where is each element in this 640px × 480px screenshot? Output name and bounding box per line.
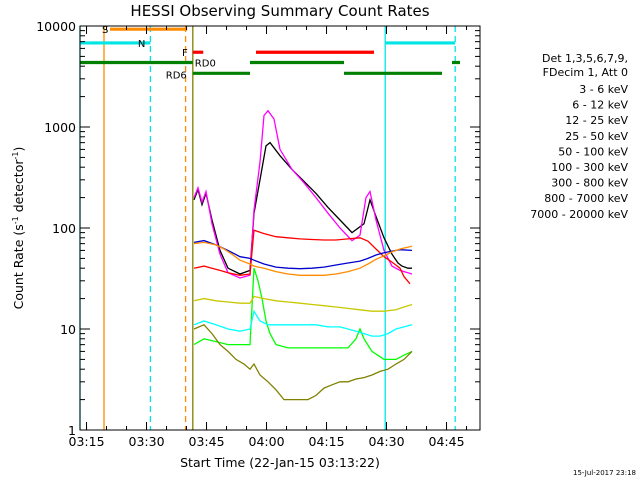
x-tick-label-04-30: 04:30 <box>369 434 405 449</box>
y-axis: 1 10 100 1000 10000 <box>36 19 480 438</box>
legend-entry-12-25-kev: 12 - 25 keV <box>565 114 628 127</box>
series-line-6-12-kev <box>193 109 413 279</box>
legend-entry-7000-20000-kev: 7000 - 20000 keV <box>530 208 628 221</box>
status-label-rd6: RD6 <box>166 70 187 81</box>
x-tick-label-03-30: 03:30 <box>129 434 165 449</box>
y-tick-label-10000: 10000 <box>36 19 76 34</box>
x-axis-label: Start Time (22-Jan-15 03:13:22) <box>180 455 380 470</box>
y-axis-label-end: ) <box>11 147 26 152</box>
y-axis-label-sup2: -1 <box>11 152 20 160</box>
y-tick-label-1000: 1000 <box>44 120 76 135</box>
series-line-25-50-kev <box>193 309 413 337</box>
chart-title: HESSI Observing Summary Count Rates <box>130 2 429 20</box>
status-label-f: F <box>182 48 188 59</box>
y-tick-label-100: 100 <box>52 221 76 236</box>
legend-header-line-1: Det 1,3,5,6,7,9, <box>542 52 628 65</box>
legend-entry-25-50-kev: 25 - 50 keV <box>565 130 628 143</box>
x-tick-label-04-00: 04:00 <box>249 434 285 449</box>
y-axis-label-main: Count Rate (s <box>11 224 26 309</box>
series-line-7000-20000-kev <box>193 324 413 401</box>
series-line-12-25-kev <box>193 268 413 361</box>
status-label-n: N <box>138 39 145 50</box>
y-tick-label-1: 1 <box>68 423 76 438</box>
legend-entry-800-7000-kev: 800 - 7000 keV <box>544 192 628 205</box>
y-axis-label: Count Rate (s-1 detector-1) <box>11 147 26 310</box>
x-axis: 03:15 03:30 03:45 04:00 04:15 04:30 04:45 <box>69 26 468 449</box>
series-line-100-300-kev <box>193 229 411 285</box>
x-tick-label-03-15: 03:15 <box>69 434 105 449</box>
series-line-300-800-kev <box>193 239 413 270</box>
legend-entry-3-6-kev: 3 - 6 keV <box>579 83 628 96</box>
series-line-800-7000-kev <box>193 241 413 276</box>
legend-entry-50-100-kev: 50 - 100 keV <box>558 145 628 158</box>
y-axis-label-sup1: -1 <box>11 216 20 224</box>
x-tick-label-04-15: 04:15 <box>309 434 345 449</box>
series-line-50-100-kev <box>193 295 413 312</box>
legend-entry-100-300-kev: 100 - 300 keV <box>551 161 628 174</box>
y-tick-label-10: 10 <box>60 322 76 337</box>
legend-header-line-2: FDecim 1, Att 0 <box>543 66 628 79</box>
legend-entry-6-12-kev: 6 - 12 keV <box>572 99 628 112</box>
status-label-s: S <box>102 25 108 36</box>
status-bars: S N F RD0 RD6 <box>80 25 460 81</box>
x-tick-label-04-45: 04:45 <box>429 434 465 449</box>
status-label-rd0: RD0 <box>195 59 216 70</box>
footer-timestamp: 15-Jul-2017 23:18 <box>573 469 636 477</box>
series-lines <box>193 109 413 401</box>
legend: Det 1,3,5,6,7,9, FDecim 1, Att 0 3 - 6 k… <box>530 52 628 221</box>
legend-entry-300-800-kev: 300 - 800 keV <box>551 177 628 190</box>
y-axis-label-mid: detector <box>11 159 26 217</box>
x-tick-label-03-45: 03:45 <box>189 434 225 449</box>
